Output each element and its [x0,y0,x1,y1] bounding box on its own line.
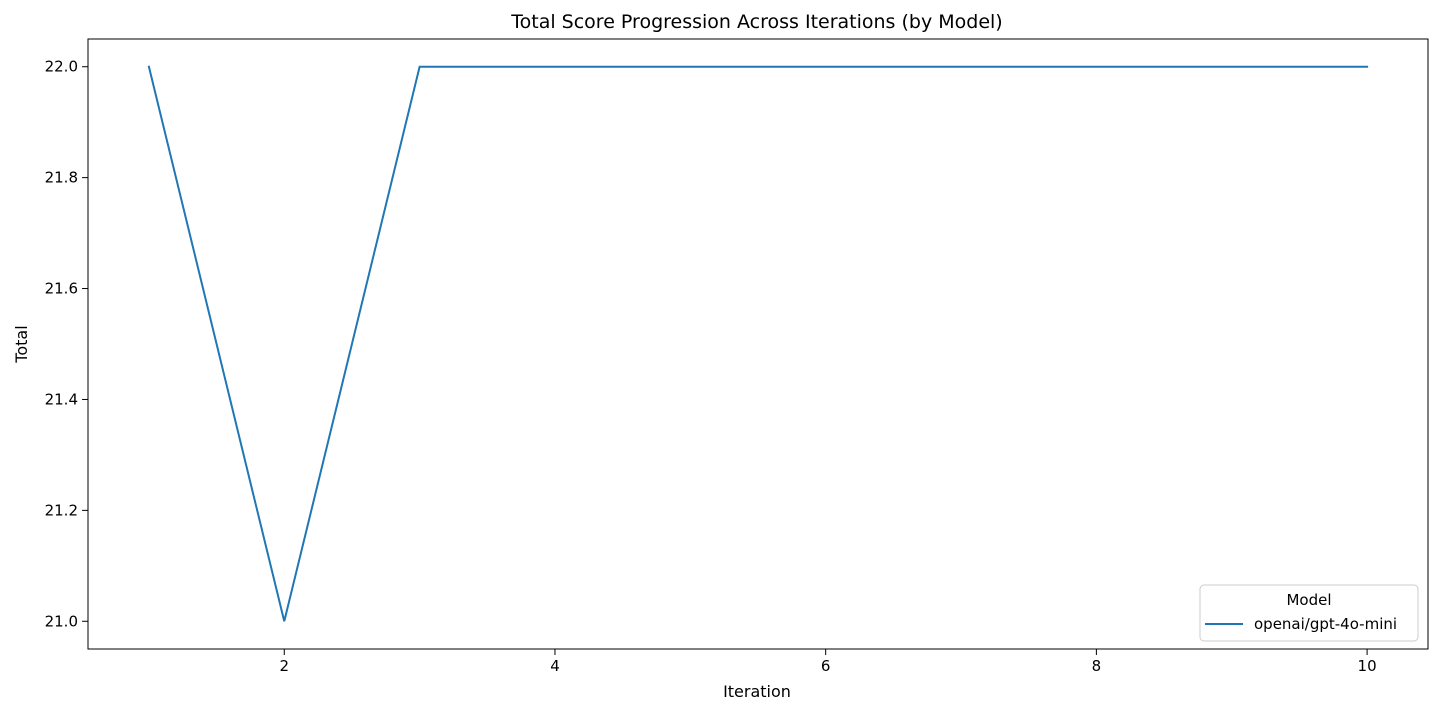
y-tick-label: 21.2 [45,501,78,519]
x-axis-label: Iteration [723,682,791,701]
y-tick-label: 21.4 [45,390,78,408]
y-axis-label: Total [12,325,31,363]
y-tick-label: 21.8 [45,169,78,187]
legend-entry-openai-gpt-4o-mini: openai/gpt-4o-mini [1254,615,1397,633]
y-tick-label: 22.0 [45,58,78,76]
x-tick-label: 8 [1092,657,1102,675]
x-tick-label: 10 [1358,657,1377,675]
chart-title: Total Score Progression Across Iteration… [510,11,1002,33]
legend: Model openai/gpt-4o-mini [1199,584,1419,642]
legend-title: Model [1286,591,1331,609]
legend-box [1199,584,1419,642]
y-tick-label: 21.0 [45,612,78,630]
y-axis-ticks: 21.0 21.2 21.4 21.6 21.8 22.0 [45,58,88,630]
x-tick-label: 2 [279,657,289,675]
x-tick-label: 6 [821,657,831,675]
plot-frame [87,38,1429,650]
series-layer [147,65,1369,622]
y-tick-label: 21.6 [45,280,78,298]
x-axis-ticks: 2 4 6 8 10 [279,649,1377,675]
series-line-openai-gpt-4o-mini [147,65,1369,622]
x-tick-label: 4 [550,657,560,675]
